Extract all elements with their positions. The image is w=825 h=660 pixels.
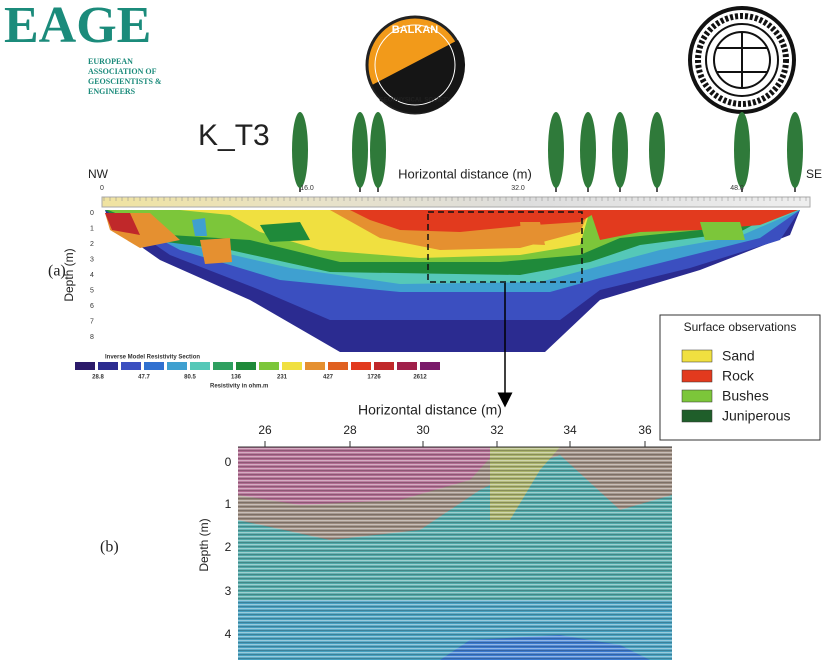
scale-unit: Resistivity in ohm.m xyxy=(210,384,268,390)
balkan-subtitle: GEOPHYSICAL SOCIETY xyxy=(379,98,451,104)
scale-swatch xyxy=(282,362,302,370)
scale-swatch xyxy=(259,362,279,370)
x-axis-title: Horizontal distance (m) xyxy=(398,166,532,181)
resistivity-zone xyxy=(200,238,232,264)
balkan-title: BALKAN xyxy=(392,24,438,36)
y-tick-label: 7 xyxy=(90,318,94,325)
scale-swatch xyxy=(144,362,164,370)
figure: EAGE EUROPEAN ASSOCIATION OF GEOSCIENTIS… xyxy=(0,0,825,660)
scale-swatch xyxy=(190,362,210,370)
y-tick-label: 2 xyxy=(90,241,94,248)
tree xyxy=(548,112,564,188)
scale-label: 28.8 xyxy=(92,375,104,381)
x-tick-label: 36 xyxy=(638,423,652,437)
legend-swatch xyxy=(682,410,712,422)
x-tick-label: 32 xyxy=(490,423,504,437)
x-tick-label: 30 xyxy=(416,423,430,437)
y-axis-title: Depth (m) xyxy=(197,518,211,571)
tree xyxy=(580,112,596,188)
y-tick-label: 0 xyxy=(90,210,94,217)
org-line: ENGINEERS xyxy=(88,87,136,96)
scale-swatch xyxy=(374,362,394,370)
org-line: ASSOCIATION OF xyxy=(88,67,157,76)
legend-label: Rock xyxy=(722,368,755,384)
tree xyxy=(352,112,368,188)
legend-title: Surface observations xyxy=(684,320,797,334)
org-line: GEOSCIENTISTS & xyxy=(88,77,162,86)
x-tick-label: 0 xyxy=(100,185,104,192)
page: EAGE EUROPEAN ASSOCIATION OF GEOSCIENTIS… xyxy=(0,0,825,660)
scale-swatch xyxy=(420,362,440,370)
y-tick-label: 0 xyxy=(225,455,232,469)
y-tick-label: 1 xyxy=(225,497,232,511)
scale-swatch xyxy=(397,362,417,370)
y-axis-title: Depth (m) xyxy=(62,248,76,301)
scale-label: 47.7 xyxy=(138,375,150,381)
y-tick-label: 6 xyxy=(90,303,94,310)
tree xyxy=(370,112,386,188)
x-axis-title: Horizontal distance (m) xyxy=(358,402,502,418)
y-tick-label: 4 xyxy=(90,272,94,279)
tree xyxy=(292,112,308,188)
scale-label: 80.5 xyxy=(184,375,196,381)
scale-swatch xyxy=(121,362,141,370)
direction-left: NW xyxy=(88,167,109,181)
direction-right: SE xyxy=(806,167,822,181)
tree xyxy=(734,112,750,188)
x-tick-label: 48.0 xyxy=(730,185,744,192)
y-tick-label: 3 xyxy=(225,584,232,598)
scale-swatch xyxy=(328,362,348,370)
scale-swatch xyxy=(75,362,95,370)
scale-swatch xyxy=(236,362,256,370)
scale-label: 1726 xyxy=(367,375,381,381)
scale-swatch xyxy=(305,362,325,370)
legend-swatch xyxy=(682,350,712,362)
tree xyxy=(649,112,665,188)
scale-swatch xyxy=(213,362,233,370)
legend-label: Sand xyxy=(722,348,755,364)
gpr-traces xyxy=(238,447,672,660)
y-tick-label: 3 xyxy=(90,256,94,263)
y-tick-label: 5 xyxy=(90,287,94,294)
scale-label: 427 xyxy=(323,375,334,381)
profile-name: K_T3 xyxy=(198,119,270,152)
eage-logo: EAGE xyxy=(4,0,151,54)
resistivity-zone xyxy=(700,222,745,240)
org-line: EUROPEAN xyxy=(88,57,133,66)
legend-swatch xyxy=(682,390,712,402)
y-tick-label: 2 xyxy=(225,540,232,554)
scale-title: Inverse Model Resistivity Section xyxy=(105,355,200,361)
scale-swatch xyxy=(98,362,118,370)
x-tick-label: 28 xyxy=(343,423,357,437)
scale-swatch xyxy=(167,362,187,370)
legend-label: Bushes xyxy=(722,388,769,404)
x-tick-label: 16.0 xyxy=(300,185,314,192)
panel-label: (b) xyxy=(100,539,119,556)
y-tick-label: 4 xyxy=(225,627,232,641)
tree xyxy=(787,112,803,188)
x-tick-label: 26 xyxy=(258,423,272,437)
y-tick-label: 8 xyxy=(90,334,94,341)
legend-swatch xyxy=(682,370,712,382)
scale-label: 2612 xyxy=(413,375,427,381)
legend-label: Juniperous xyxy=(722,408,791,424)
x-tick-label: 32.0 xyxy=(511,185,525,192)
scale-label: 231 xyxy=(277,375,288,381)
scale-label: 136 xyxy=(231,375,242,381)
tree xyxy=(612,112,628,188)
scale-swatch xyxy=(351,362,371,370)
x-tick-label: 34 xyxy=(563,423,577,437)
y-tick-label: 1 xyxy=(90,225,94,232)
